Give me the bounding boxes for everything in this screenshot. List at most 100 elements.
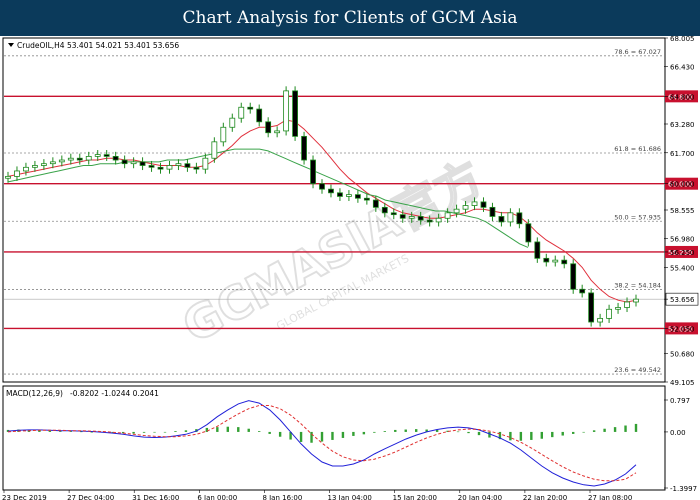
candle-body <box>597 317 604 323</box>
candle-body <box>435 217 442 223</box>
candle-body <box>606 308 612 319</box>
macd-histogram-bar <box>394 429 397 432</box>
macd-histogram-bar <box>425 429 428 432</box>
macd-histogram-bar <box>446 430 449 432</box>
macd-histogram-bar <box>132 431 135 434</box>
ma-fast-line <box>7 119 637 303</box>
y-tick-label: 66.430 <box>670 64 695 72</box>
candle-body <box>121 159 128 165</box>
macd-histogram-bar <box>415 429 418 432</box>
candle-body <box>507 212 514 223</box>
candle-body <box>166 165 173 170</box>
macd-histogram-bar <box>174 431 177 432</box>
macd-histogram-bar <box>613 427 617 432</box>
candle-body <box>579 288 586 294</box>
candle-body <box>67 157 74 161</box>
candle-body <box>32 165 38 168</box>
candle-body <box>220 126 227 143</box>
macd-histogram-bar <box>341 431 345 438</box>
macd-histogram-bar <box>603 428 606 432</box>
macd-histogram-bar <box>498 431 502 440</box>
candle-body <box>588 292 595 323</box>
candle-body <box>570 263 577 290</box>
fibonacci-label: 23.6 = 49.542 <box>614 366 661 374</box>
macd-histogram-bar <box>258 431 261 432</box>
candle-body <box>283 90 290 132</box>
x-tick-label: 31 Dec 16:00 <box>132 494 179 500</box>
macd-histogram-bar <box>90 431 93 433</box>
macd-histogram-bar <box>153 431 156 433</box>
macd-histogram-bar <box>289 431 292 440</box>
macd-histogram-bar <box>477 431 481 436</box>
fibonacci-label: 38.2 = 54.184 <box>614 282 661 290</box>
candle-body <box>354 194 361 199</box>
macd-histogram-bar <box>456 431 460 433</box>
candle-body <box>265 121 272 134</box>
candle-body <box>256 108 263 123</box>
candle-body <box>453 208 460 214</box>
macd-histogram-bar <box>299 431 303 442</box>
level-tag-label: 60.000 <box>668 181 693 189</box>
macd-histogram-bar <box>530 431 533 440</box>
macd-histogram-bar <box>582 431 585 433</box>
macd-histogram-bar <box>121 431 125 434</box>
signal-line <box>7 405 637 482</box>
candle-body <box>14 170 20 177</box>
x-tick-label: 27 Jan 08:00 <box>588 494 632 500</box>
candle-body <box>23 166 29 172</box>
candle-body <box>229 117 236 128</box>
candle-body <box>319 183 325 190</box>
y-tick-label: 56.250 <box>670 249 695 257</box>
candle-body <box>337 192 343 197</box>
x-tick-label: 8 Jan 16:00 <box>262 494 302 500</box>
y-tick-label: 60.000 <box>670 181 695 189</box>
dropdown-icon[interactable] <box>8 43 14 47</box>
macd-readout: -0.8202 -1.0244 0.2041 <box>70 389 159 398</box>
level-lines: 64.800 60.000 56.250 52.050 78.6 = 67.027 61.… <box>4 48 698 375</box>
candle-body <box>624 301 630 308</box>
candle-body <box>328 188 334 194</box>
candle-body <box>274 130 281 134</box>
candle-body <box>238 106 245 119</box>
macd-histogram-bar <box>572 431 575 434</box>
macd-histogram-bar <box>310 431 313 443</box>
candle-body <box>5 176 11 179</box>
candle-body <box>184 163 191 168</box>
page-title: Chart Analysis for Clients of GCM Asia <box>182 8 518 28</box>
macd-histogram-bar <box>278 431 282 437</box>
macd-histogram-bar <box>268 431 271 434</box>
candle-body <box>346 194 352 197</box>
macd-pane: 0.797 0.00 -1.3997 <box>6 397 697 493</box>
candle-body <box>543 257 550 263</box>
macd-histogram-bar <box>320 431 324 442</box>
price-chart[interactable]: GCMASIA官方 GLOBAL CAPITAL MARKETS 64.8006… <box>0 36 700 500</box>
macd-histogram-bar <box>488 431 491 438</box>
level-tag <box>665 90 698 103</box>
level-tag <box>665 245 698 258</box>
macd-histogram-bar <box>48 430 52 432</box>
y-tick-label: 55.400 <box>670 264 695 272</box>
symbol-label: CrudeOIL,H4 <box>17 41 65 50</box>
fibonacci-label: 78.6 = 67.027 <box>614 48 661 56</box>
macd-y-tick-label: -1.3997 <box>670 485 697 493</box>
macd-histogram-bar <box>540 431 543 439</box>
y-tick-label: 63.280 <box>670 121 695 129</box>
macd-histogram-bar <box>111 431 114 433</box>
ma-slow-line <box>7 148 529 248</box>
candle-body <box>426 219 433 223</box>
y-tick-label: 64.800 <box>670 93 695 101</box>
header-bar: Chart Analysis for Clients of GCM Asia <box>0 0 700 36</box>
y-tick-label: 68.005 <box>670 36 695 43</box>
macd-histogram-bar <box>205 427 209 432</box>
y-tick-label: 50.680 <box>670 350 695 358</box>
candle-body <box>462 205 469 210</box>
candle-body <box>193 166 200 170</box>
y-tick-label: 56.980 <box>670 236 695 244</box>
candle-body <box>40 163 47 166</box>
macd-histogram-bar <box>624 425 627 432</box>
macd-histogram-bar <box>142 431 146 433</box>
macd-histogram-bar <box>247 428 250 432</box>
candle-body <box>417 216 424 221</box>
macd-histogram-bar <box>561 431 564 436</box>
candle-body <box>633 298 639 303</box>
